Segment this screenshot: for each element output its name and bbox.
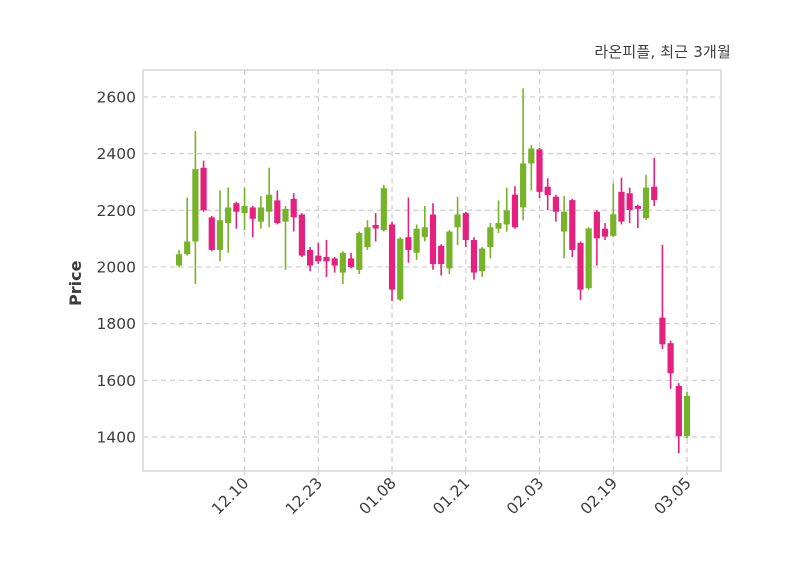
candle-body-down bbox=[675, 385, 682, 437]
candle-body-down bbox=[298, 214, 306, 256]
candle-body-down bbox=[429, 214, 437, 265]
candle-body-up bbox=[503, 210, 510, 225]
candle-body-up bbox=[339, 252, 346, 273]
candle-body-down bbox=[306, 249, 314, 266]
candle-body-down bbox=[659, 317, 666, 345]
candle-body-up bbox=[495, 223, 502, 229]
candle-body-down bbox=[388, 224, 396, 290]
candle-body-up bbox=[380, 188, 387, 231]
candle-body-up bbox=[642, 187, 650, 219]
candle-body-up bbox=[683, 395, 691, 437]
candle-body-up bbox=[241, 206, 248, 214]
candle-body-down bbox=[569, 200, 576, 250]
y-tick-label: 1800 bbox=[97, 315, 136, 333]
candle-body-down bbox=[601, 228, 609, 237]
y-tick-label: 1400 bbox=[97, 428, 136, 446]
candle-body-down bbox=[593, 211, 600, 239]
y-tick-label: 2000 bbox=[97, 258, 136, 276]
candle-body-down bbox=[347, 258, 355, 267]
candle-body-down bbox=[618, 191, 625, 222]
candle-body-down bbox=[544, 186, 551, 195]
candle-body-up bbox=[257, 207, 265, 222]
candle-body-up bbox=[225, 207, 232, 224]
candle-body-up bbox=[454, 214, 461, 228]
candle-body-down bbox=[626, 193, 633, 210]
candle-body-up bbox=[528, 148, 535, 164]
candle-body-down bbox=[552, 196, 560, 212]
candle-body-down bbox=[511, 194, 519, 228]
candle-body-down bbox=[208, 217, 215, 250]
candle-body-down bbox=[315, 255, 322, 262]
candle-body-down bbox=[462, 213, 469, 241]
candle-body-down bbox=[470, 240, 478, 273]
candle-body-down bbox=[651, 186, 658, 201]
candle-body-down bbox=[577, 242, 584, 290]
candle-body-up bbox=[192, 169, 199, 242]
candle-body-down bbox=[372, 225, 379, 229]
candle-body-up bbox=[397, 238, 404, 300]
candle-body-up bbox=[479, 248, 486, 272]
y-tick-label: 2200 bbox=[97, 202, 136, 220]
chart-title: 라온피플, 최근 3개월 bbox=[594, 43, 731, 61]
x-tick-label: 12.10 bbox=[208, 474, 252, 518]
candle-body-up bbox=[364, 227, 371, 248]
candle-body-up bbox=[560, 211, 568, 232]
candle-body-down bbox=[249, 207, 256, 219]
x-tick-label: 02.03 bbox=[503, 474, 547, 518]
candle-body-up bbox=[446, 231, 453, 269]
candle-body-down bbox=[274, 200, 281, 224]
x-tick-label: 12.23 bbox=[282, 474, 326, 518]
candle-body-down bbox=[290, 198, 297, 218]
x-tick-label: 01.21 bbox=[429, 474, 473, 518]
candle-body-up bbox=[520, 163, 527, 208]
candle-body-down bbox=[405, 237, 412, 250]
candle-body-up bbox=[610, 214, 617, 236]
candle-body-up bbox=[175, 254, 183, 266]
candle-body-up bbox=[487, 227, 494, 248]
x-tick-label: 01.08 bbox=[356, 474, 400, 518]
candle-body-up bbox=[282, 208, 289, 222]
candle-body-down bbox=[667, 343, 674, 374]
candle-body-up bbox=[421, 227, 428, 238]
y-tick-label: 1600 bbox=[97, 372, 136, 390]
x-tick-label: 02.19 bbox=[577, 474, 621, 518]
y-tick-label: 2400 bbox=[97, 145, 136, 163]
plot-border bbox=[142, 69, 722, 472]
candle-body-up bbox=[413, 228, 420, 253]
y-tick-label: 2600 bbox=[97, 88, 136, 106]
candle-body-down bbox=[323, 257, 330, 262]
candle-body-down bbox=[634, 206, 641, 209]
candle-body-down bbox=[200, 167, 207, 211]
candle-body-up bbox=[266, 194, 273, 212]
x-tick-label: 03.05 bbox=[651, 474, 695, 518]
candle-body-down bbox=[536, 149, 543, 192]
candle-body-up bbox=[184, 241, 191, 255]
candle-body-up bbox=[585, 228, 592, 289]
candle-body-up bbox=[216, 220, 224, 250]
candle-body-down bbox=[438, 245, 445, 265]
candle-body-down bbox=[233, 203, 240, 212]
candle-body-down bbox=[331, 258, 338, 266]
candle-body-up bbox=[356, 232, 363, 270]
